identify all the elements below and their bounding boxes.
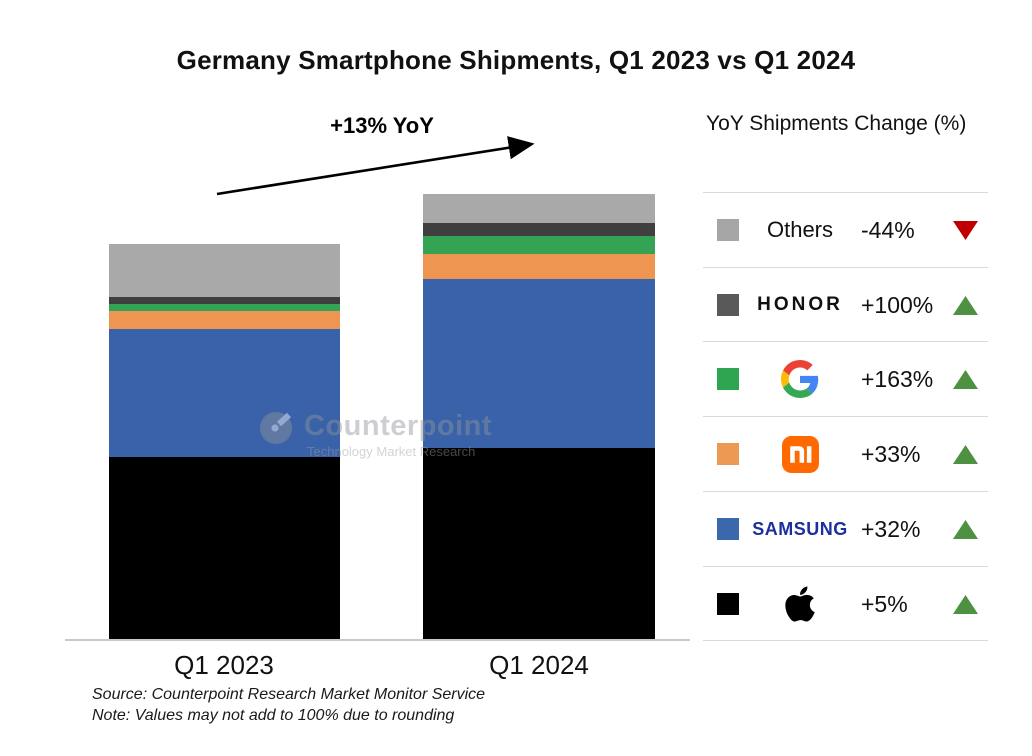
legend-row-samsung: SAMSUNG +32% (703, 492, 988, 566)
rounding-note: Note: Values may not add to 100% due to … (92, 707, 455, 724)
apple-swatch (717, 593, 739, 615)
bar-segment-honor-q1-2024 (423, 223, 655, 236)
legend-divider (703, 341, 988, 342)
xiaomi-mi-logo (781, 435, 819, 473)
up-triangle-icon (953, 519, 978, 539)
legend-divider (703, 192, 988, 193)
stacked-bar-q1-2024 (423, 194, 655, 640)
x-axis-label-q1-2024: Q1 2024 (489, 650, 589, 680)
bar-segment-others-q1-2024 (423, 194, 655, 224)
bar-segment-xiaomi-q1-2024 (423, 253, 655, 279)
bar-segment-others-q1-2023 (109, 244, 340, 298)
honor-logo: HONOR (757, 294, 843, 315)
up-triangle-icon (953, 369, 978, 389)
legend-divider (703, 491, 988, 492)
yoy-annotation-label: +13% YoY (330, 113, 434, 138)
x-axis-line (65, 639, 690, 641)
x-axis-label-q1-2023: Q1 2023 (174, 650, 274, 680)
samsung-logo: SAMSUNG (752, 518, 848, 539)
bar-segment-apple-q1-2023 (109, 457, 340, 640)
up-triangle-icon (953, 594, 978, 614)
bar-segment-honor-q1-2023 (109, 297, 340, 305)
bar-segment-google-q1-2023 (109, 304, 340, 312)
xiaomi-change-value: +33% (861, 440, 921, 467)
google-swatch (717, 368, 739, 390)
chart-title: Germany Smartphone Shipments, Q1 2023 vs… (176, 45, 856, 75)
legend-title: YoY Shipments Change (%) (706, 112, 967, 135)
apple-logo (785, 586, 815, 622)
others-change-value: -44% (861, 216, 915, 243)
google-change-value: +163% (861, 365, 934, 392)
stacked-bar-q1-2023 (109, 244, 340, 640)
up-triangle-icon (953, 295, 978, 315)
honor-change-value: +100% (861, 291, 934, 318)
bar-segment-samsung-q1-2023 (109, 329, 340, 457)
bar-segment-samsung-q1-2024 (423, 278, 655, 448)
others-swatch (717, 219, 739, 241)
up-triangle-icon (953, 444, 978, 464)
bar-segment-apple-q1-2024 (423, 447, 655, 640)
apple-change-value: +5% (861, 590, 908, 617)
legend-divider (703, 416, 988, 417)
samsung-swatch (717, 518, 739, 540)
google-logo (781, 360, 819, 398)
legend-divider (703, 566, 988, 567)
source-note: Source: Counterpoint Research Market Mon… (92, 686, 486, 703)
footer-notes: Source: Counterpoint Research Market Mon… (92, 684, 485, 726)
honor-swatch (717, 294, 739, 316)
legend-row-apple: +5% (703, 567, 988, 641)
bar-segment-google-q1-2024 (423, 235, 655, 254)
bar-segment-xiaomi-q1-2023 (109, 311, 340, 330)
legend-divider (703, 267, 988, 268)
others-label: Others (766, 217, 834, 242)
legend-row-others: Others -44% (703, 193, 988, 267)
legend-row-xiaomi: +33% (703, 417, 988, 491)
xiaomi-swatch (717, 443, 739, 465)
legend-divider (703, 640, 988, 641)
legend-row-google: +163% (703, 342, 988, 416)
down-triangle-icon (953, 220, 978, 240)
legend-row-honor: HONOR +100% (703, 268, 988, 342)
samsung-change-value: +32% (861, 515, 921, 542)
